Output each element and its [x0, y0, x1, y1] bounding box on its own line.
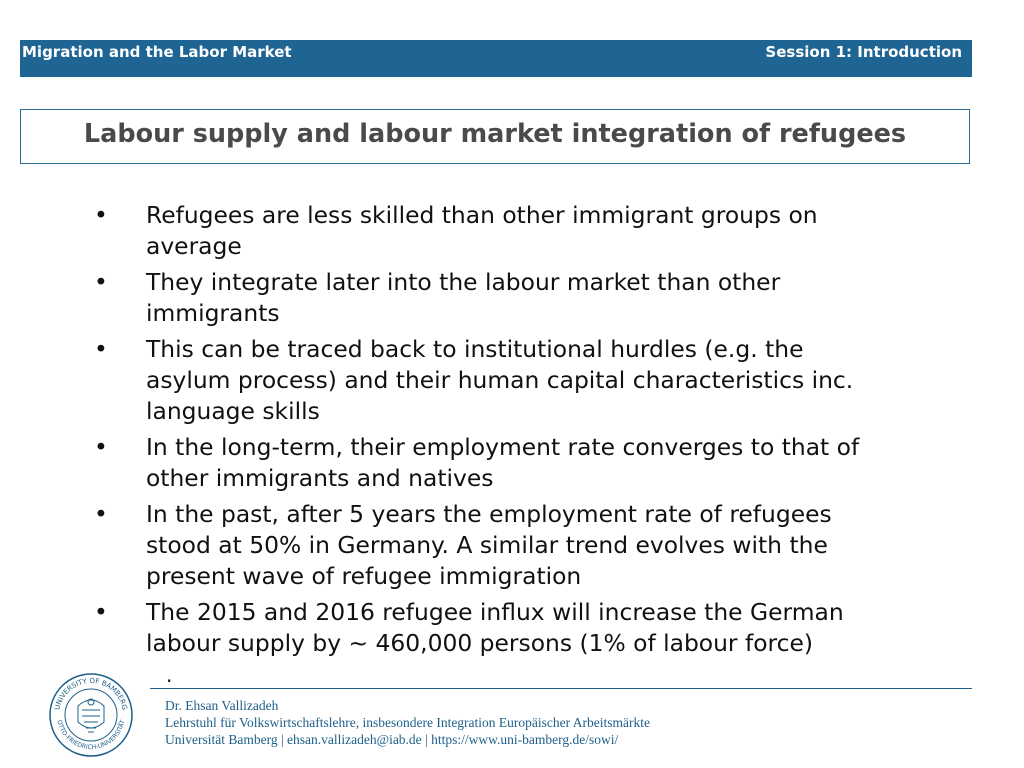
bullet-text: other immigrants and natives [146, 464, 494, 492]
bullet-icon: • [94, 268, 108, 296]
bullet-text: Refugees are less skilled than other imm… [146, 201, 818, 229]
bullet-text: This can be traced back to institutional… [146, 335, 804, 363]
bullet-text: present wave of refugee immigration [146, 562, 582, 590]
footer-chair: Lehrstuhl für Volkswirtschaftslehre, ins… [165, 715, 650, 730]
bullet-icon: • [94, 433, 108, 461]
bullet-icon: • [94, 335, 108, 363]
bullet-text: language skills [146, 397, 320, 425]
session-title: Session 1: Introduction [765, 43, 962, 61]
footer-author: Dr. Ehsan Vallizadeh [165, 698, 279, 713]
bullet-text: In the long-term, their employment rate … [146, 433, 860, 461]
university-seal-icon: UNIVERSITY OF BAMBERG OTTO-FRIEDRICH-UNI… [49, 673, 133, 757]
bullet-text: immigrants [146, 299, 280, 327]
bullet-text: The 2015 and 2016 refugee influx will in… [146, 598, 844, 626]
slide-title: Labour supply and labour market integrat… [83, 119, 907, 149]
bullet-item: • This can be traced back to institution… [90, 334, 950, 427]
slide-title-box: Labour supply and labour market integrat… [20, 109, 970, 164]
bullet-text: asylum process) and their human capital … [146, 366, 854, 394]
bullet-icon: • [94, 201, 108, 229]
bullet-item: • Refugees are less skilled than other i… [90, 200, 950, 262]
bullet-item: • They integrate later into the labour m… [90, 267, 950, 329]
footer-contact: Universität Bamberg | ehsan.vallizadeh@i… [165, 732, 619, 747]
bullet-item: • In the past, after 5 years the employm… [90, 499, 950, 592]
bullet-text: They integrate later into the labour mar… [146, 268, 781, 296]
bullet-text: stood at 50% in Germany. A similar trend… [146, 531, 828, 559]
header-bar: Migration and the Labor Market Session 1… [20, 40, 972, 77]
bullet-list: • Refugees are less skilled than other i… [90, 200, 950, 664]
bullet-item: • In the long-term, their employment rat… [90, 432, 950, 494]
bullet-item: • The 2015 and 2016 refugee influx will … [90, 597, 950, 659]
bullet-icon: • [94, 598, 108, 626]
footer-contact-block: Dr. Ehsan Vallizadeh Lehrstuhl für Volks… [165, 697, 650, 748]
bullet-icon: • [94, 500, 108, 528]
trailing-period: . [166, 663, 173, 687]
bullet-text: In the past, after 5 years the employmen… [146, 500, 832, 528]
seal-top-text: UNIVERSITY OF BAMBERG [53, 677, 128, 711]
course-title: Migration and the Labor Market [22, 43, 292, 61]
bullet-text: labour supply by ~ 460,000 persons (1% o… [146, 629, 814, 657]
bullet-text: average [146, 232, 242, 260]
footer-divider [150, 688, 972, 689]
